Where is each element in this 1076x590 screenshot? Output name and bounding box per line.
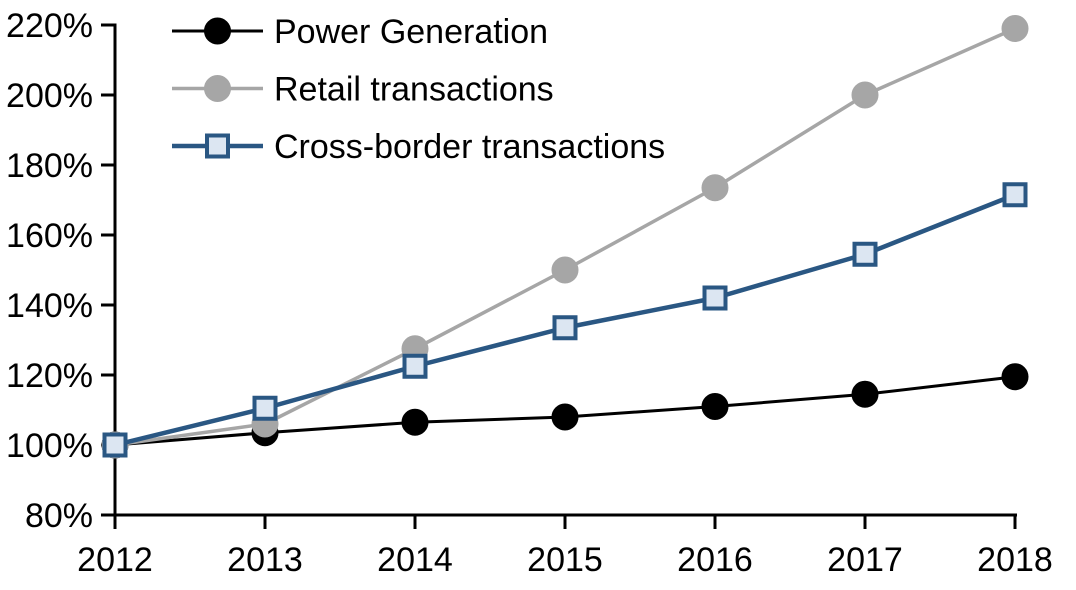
data-point-retail-transactions-2016 <box>701 174 729 202</box>
data-point-power-generation-2018 <box>1001 363 1029 391</box>
x-tick-label: 2018 <box>977 541 1053 579</box>
data-point-cross-border-transactions-2014 <box>402 353 428 379</box>
data-point-retail-transactions-2015 <box>551 256 579 284</box>
legend-item-retail-transactions: Retail transactions <box>172 71 554 109</box>
x-tick-label: 2013 <box>227 541 303 579</box>
data-point-cross-border-transactions-2018 <box>1002 182 1028 208</box>
x-tick-label: 2017 <box>827 541 903 579</box>
data-point-cross-border-transactions-2016 <box>702 285 728 311</box>
series-line-retail-transactions <box>113 26 1017 447</box>
legend-label-power-generation: Power Generation <box>274 13 548 51</box>
data-point-cross-border-transactions-2012 <box>102 432 128 458</box>
legend-marker-square-icon <box>205 133 230 159</box>
x-tick-label: 2014 <box>377 541 453 579</box>
legend-label-retail-transactions: Retail transactions <box>274 71 554 109</box>
data-point-power-generation-2016 <box>701 393 729 420</box>
y-tick-label: 100% <box>6 427 93 465</box>
y-tick-label: 180% <box>6 147 93 185</box>
legend-item-cross-border-transactions: Cross-border transactions <box>172 128 665 166</box>
data-point-cross-border-transactions-2017 <box>852 241 878 267</box>
data-point-power-generation-2015 <box>551 403 579 431</box>
y-tick-label: 220% <box>6 7 93 45</box>
x-tick-label: 2015 <box>527 541 603 579</box>
legend-label-cross-border-transactions: Cross-border transactions <box>274 128 665 166</box>
y-tick-label: 120% <box>6 357 93 395</box>
y-tick-label: 140% <box>6 287 93 325</box>
y-tick-label: 200% <box>6 77 93 115</box>
y-tick-label: 160% <box>6 217 93 255</box>
legend-marker-circle-icon <box>204 17 231 45</box>
data-point-retail-transactions-2017 <box>851 81 879 109</box>
legend-marker-circle-icon <box>204 75 231 102</box>
data-point-power-generation-2017 <box>851 380 879 408</box>
data-point-power-generation-2014 <box>401 408 429 436</box>
y-tick-label: 80% <box>25 497 93 535</box>
x-tick-label: 2016 <box>677 541 753 579</box>
data-point-retail-transactions-2018 <box>1001 15 1029 42</box>
legend-item-power-generation: Power Generation <box>172 13 548 51</box>
data-point-cross-border-transactions-2015 <box>552 315 578 341</box>
x-tick-label: 2012 <box>77 541 153 579</box>
data-point-cross-border-transactions-2013 <box>252 395 278 421</box>
